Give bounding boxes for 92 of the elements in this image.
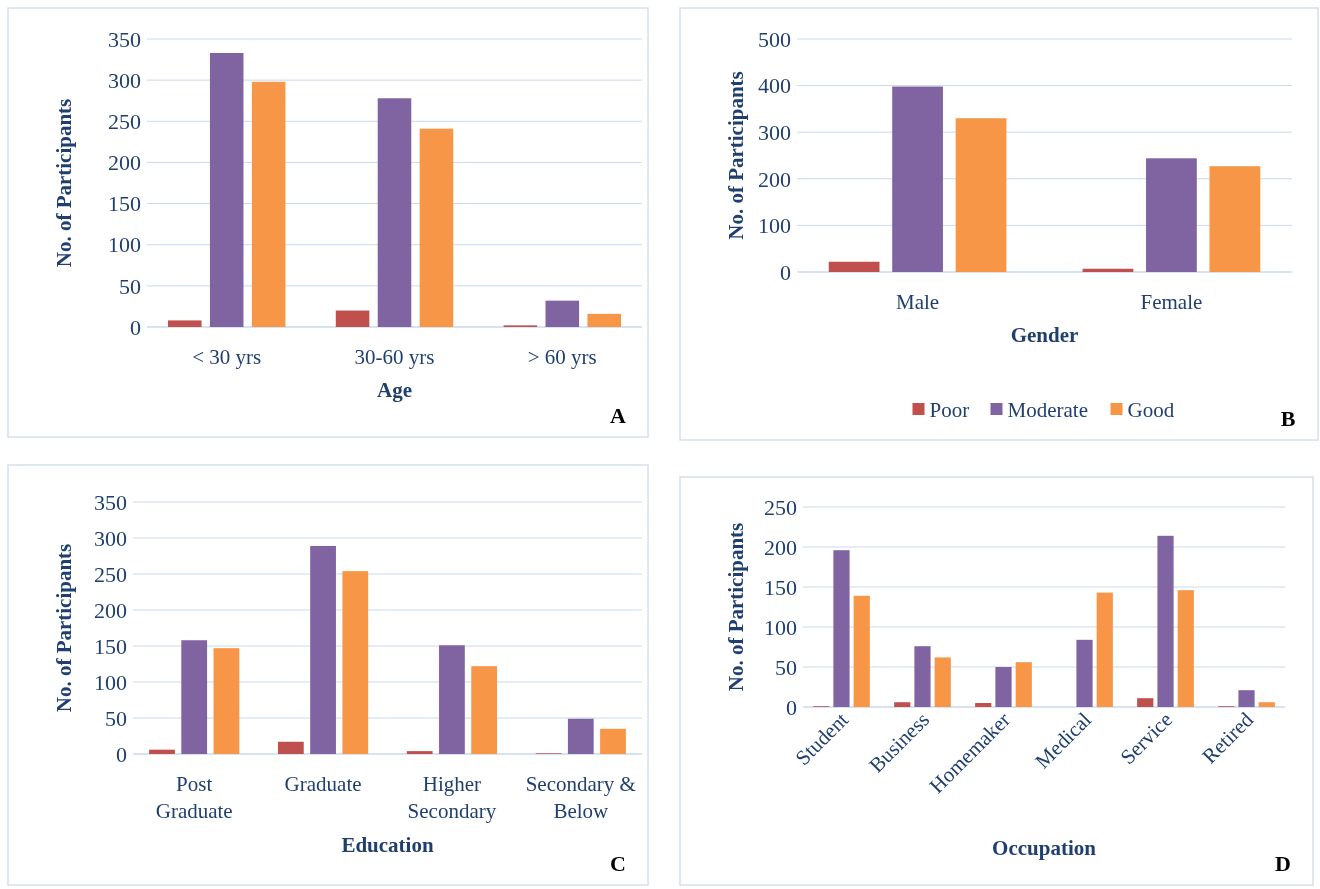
y-tick-label: 50 (775, 654, 797, 680)
bar (251, 81, 286, 327)
y-tick-label: 300 (108, 67, 141, 93)
bar (335, 310, 370, 327)
x-tick-label: > 60 yrs (527, 345, 597, 369)
y-tick-label: 350 (108, 26, 141, 52)
y-tick-label: 250 (94, 561, 127, 587)
y-tick-label: 150 (94, 633, 127, 659)
y-tick-label: 100 (108, 232, 141, 258)
bar (471, 666, 498, 754)
bar (181, 640, 208, 754)
bar (955, 118, 1007, 272)
bar (833, 550, 850, 707)
y-tick-label: 100 (764, 614, 797, 640)
x-tick-label: Post Graduate (155, 772, 233, 823)
x-tick-label: Graduate (284, 772, 362, 796)
bar (209, 52, 244, 327)
bar (1076, 639, 1093, 707)
bar (167, 320, 202, 327)
y-tick-label: 200 (764, 534, 797, 560)
y-tick-label: 200 (94, 597, 127, 623)
y-axis-title: No. of Participants (52, 543, 76, 713)
x-tick-label: 30-60 yrs (354, 345, 435, 369)
bar (1082, 268, 1134, 272)
y-tick-label: 50 (105, 705, 127, 731)
bar (439, 645, 465, 754)
y-axis-title: No. of Participants (724, 522, 748, 692)
bar (934, 657, 951, 707)
bar (342, 571, 369, 754)
text: D (1275, 851, 1291, 876)
bar (1238, 690, 1255, 707)
y-tick-label: 150 (108, 191, 141, 217)
bar (567, 718, 594, 754)
bar (1177, 590, 1194, 707)
y-axis-title: No. of Participants (52, 98, 76, 268)
bar (1015, 662, 1032, 707)
bar (1146, 158, 1197, 272)
legend-label: Moderate (1007, 398, 1088, 423)
bar (310, 545, 336, 754)
bar (1209, 166, 1261, 272)
y-tick-label: 0 (780, 259, 791, 285)
bar (406, 751, 433, 754)
y-tick-label: 150 (764, 574, 797, 600)
bar (894, 702, 911, 707)
y-tick-label: 250 (108, 108, 141, 134)
text: B (1280, 406, 1296, 431)
x-tick-label: < 30 yrs (192, 345, 262, 369)
y-tick-label: 0 (116, 741, 127, 767)
bar (277, 741, 304, 754)
bar (213, 648, 240, 754)
y-tick-label: 350 (94, 489, 127, 515)
y-tick-label: 500 (758, 26, 791, 52)
bar (853, 595, 870, 707)
bar (600, 728, 626, 754)
x-tick-label: Female (1140, 290, 1203, 314)
legend-label: Poor (929, 398, 970, 423)
y-tick-label: 400 (758, 73, 791, 99)
bar (377, 98, 412, 327)
bar (545, 300, 580, 327)
y-axis-title: No. of Participants (724, 71, 748, 240)
x-axis-title: Gender (1010, 323, 1079, 347)
text: C (610, 851, 626, 876)
y-tick-label: 200 (758, 166, 791, 192)
bar (975, 703, 992, 707)
y-tick-label: 50 (119, 273, 141, 299)
y-tick-label: 300 (94, 525, 127, 551)
legend-label: Good (1127, 398, 1175, 423)
x-tick-label: Secondary & Below (525, 772, 636, 823)
bar (419, 128, 454, 327)
x-axis-title: Age (377, 378, 412, 402)
text: A (610, 403, 627, 428)
bar (1258, 702, 1275, 707)
y-tick-label: 0 (786, 694, 797, 720)
bar (995, 667, 1012, 707)
bar (892, 86, 943, 272)
y-tick-label: 0 (130, 314, 141, 340)
x-axis-title: Occupation (992, 836, 1097, 860)
bar (1096, 592, 1113, 707)
x-axis-title: Education (341, 833, 434, 857)
bar (587, 313, 622, 327)
bar (1137, 698, 1154, 707)
y-tick-label: 300 (758, 119, 791, 145)
y-tick-label: 200 (108, 150, 141, 176)
y-tick-label: 100 (94, 669, 127, 695)
bar (1157, 535, 1174, 707)
bar (914, 646, 931, 707)
y-tick-label: 250 (764, 494, 797, 520)
bar (149, 749, 175, 754)
y-tick-label: 100 (758, 213, 791, 239)
x-tick-label: Male (896, 290, 940, 314)
x-tick-label: Higher Secondary (407, 772, 497, 823)
bar (828, 261, 880, 272)
